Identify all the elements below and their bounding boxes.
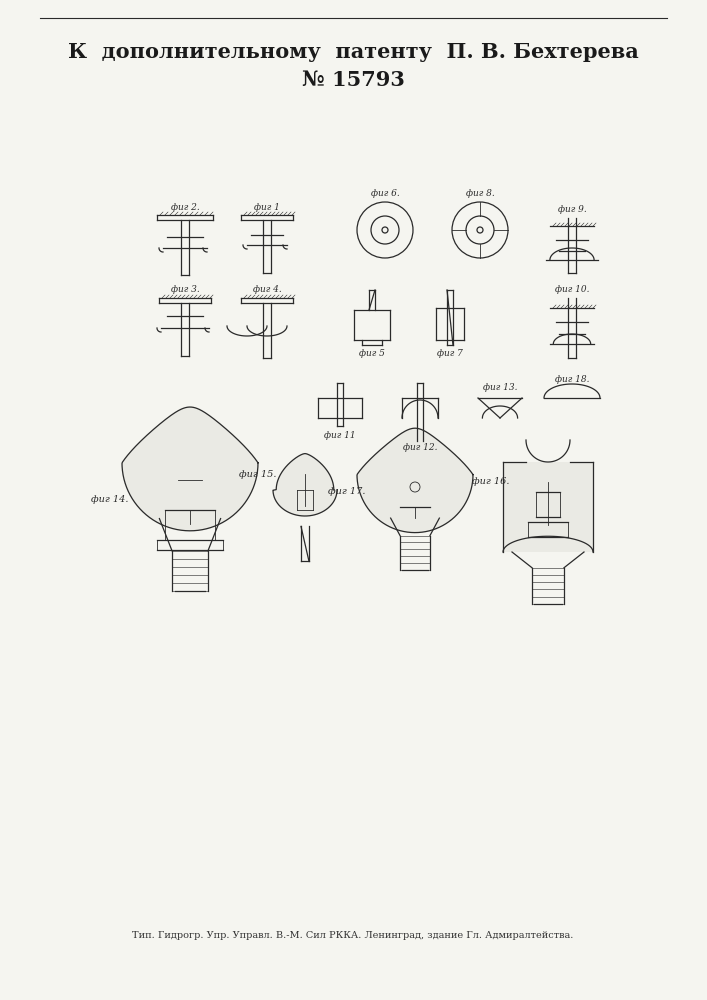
Text: фиг 16.: фиг 16. (472, 478, 510, 487)
Text: фиг 14.: фиг 14. (91, 495, 129, 504)
Text: фиг 13.: фиг 13. (483, 383, 518, 392)
Text: фиг 17.: фиг 17. (328, 488, 366, 496)
Text: фиг 7: фиг 7 (437, 350, 463, 359)
Text: фиг 12.: фиг 12. (403, 444, 437, 452)
Text: № 15793: № 15793 (302, 70, 404, 90)
Polygon shape (122, 407, 258, 531)
Text: Тип. Гидрогр. Упр. Управл. В.-М. Сил РККА. Ленинград, здание Гл. Адмиралтейства.: Тип. Гидрогр. Упр. Управл. В.-М. Сил РКК… (132, 930, 573, 940)
Polygon shape (357, 428, 473, 533)
Text: фиг 10.: фиг 10. (555, 286, 589, 294)
Text: фиг 8.: фиг 8. (466, 190, 494, 198)
Text: фиг 9.: фиг 9. (558, 206, 586, 215)
Text: фиг 3.: фиг 3. (170, 286, 199, 294)
Text: фиг 2.: фиг 2. (170, 202, 199, 212)
Polygon shape (503, 462, 593, 552)
Text: фиг 18.: фиг 18. (555, 375, 589, 384)
Text: фиг 1: фиг 1 (254, 202, 280, 212)
Text: фиг 5: фиг 5 (359, 350, 385, 359)
Text: фиг 6.: фиг 6. (370, 190, 399, 198)
Text: фиг 15.: фиг 15. (239, 470, 276, 479)
Text: К  дополнительному  патенту  П. В. Бехтерева: К дополнительному патенту П. В. Бехтерев… (68, 42, 638, 62)
Text: фиг 11: фиг 11 (325, 432, 356, 440)
Text: фиг 4.: фиг 4. (252, 286, 281, 294)
Polygon shape (273, 454, 337, 516)
